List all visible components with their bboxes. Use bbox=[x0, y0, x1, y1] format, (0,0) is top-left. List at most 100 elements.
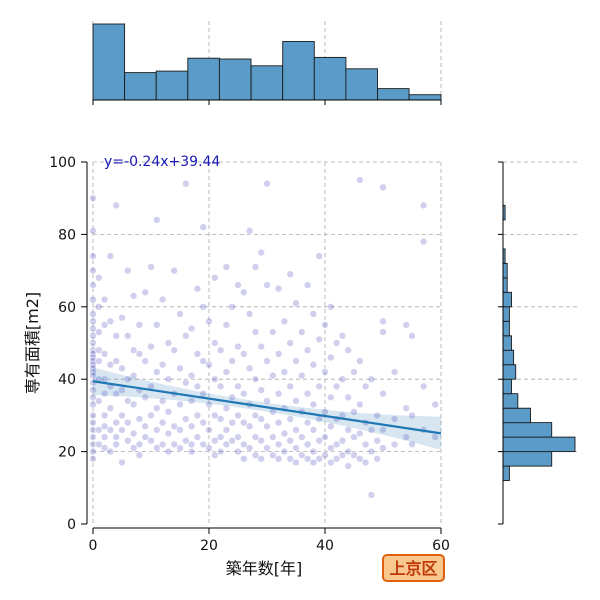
scatter-point bbox=[234, 447, 242, 456]
x-histogram-bar bbox=[187, 57, 220, 101]
scatter-point bbox=[216, 346, 225, 354]
scatter-point bbox=[89, 371, 97, 380]
scatter-point bbox=[222, 404, 231, 412]
scatter-point bbox=[245, 310, 254, 318]
scatter-point bbox=[228, 357, 236, 365]
scatter-point bbox=[176, 426, 184, 434]
scatter-point bbox=[245, 444, 254, 452]
scatter-point bbox=[257, 248, 265, 257]
scatter-point bbox=[228, 418, 236, 427]
scatter-point bbox=[303, 418, 312, 427]
scatter-point bbox=[89, 339, 97, 347]
scatter-point bbox=[298, 433, 306, 441]
scatter-point bbox=[89, 364, 97, 372]
scatter-point bbox=[89, 227, 97, 235]
scatter-point bbox=[118, 364, 126, 372]
scatter-point bbox=[286, 339, 294, 347]
y-histogram-bar bbox=[502, 364, 517, 380]
scatter-point bbox=[129, 400, 138, 409]
y-histogram-bar bbox=[502, 465, 510, 482]
scatter-point bbox=[112, 201, 120, 210]
scatter-point bbox=[100, 321, 109, 329]
scatter-point bbox=[106, 252, 115, 260]
scatter-point bbox=[153, 216, 161, 224]
scatter-point bbox=[356, 176, 364, 184]
scatter-point bbox=[112, 332, 120, 340]
scatter-point bbox=[153, 404, 161, 412]
scatter-point bbox=[286, 415, 294, 423]
scatter-point bbox=[147, 411, 155, 420]
scatter-point bbox=[118, 458, 126, 467]
scatter-point bbox=[100, 411, 109, 420]
scatter-point bbox=[193, 285, 202, 293]
scatter-point bbox=[309, 361, 318, 369]
scatter-point bbox=[95, 440, 103, 449]
scatter-point bbox=[106, 426, 115, 434]
y-histogram-bar bbox=[502, 436, 576, 453]
scatter-point bbox=[234, 411, 242, 420]
scatter-point bbox=[141, 288, 149, 296]
scatter-point bbox=[257, 415, 265, 423]
scatter-point bbox=[187, 440, 196, 449]
scatter-point bbox=[298, 371, 306, 380]
y-axis-label: 専有面積[m2] bbox=[23, 292, 42, 394]
y-histogram-bar bbox=[502, 451, 553, 467]
scatter-point bbox=[147, 437, 155, 445]
scatter-point bbox=[187, 371, 196, 380]
y-histogram-bar bbox=[502, 306, 510, 322]
regression-line bbox=[92, 380, 442, 435]
scatter-point bbox=[205, 426, 213, 434]
scatter-point bbox=[350, 408, 358, 416]
scatter-point bbox=[216, 415, 225, 423]
x-histogram-bar bbox=[313, 56, 347, 101]
scatter-point bbox=[257, 437, 265, 445]
scatter-point bbox=[309, 400, 318, 409]
scatter-point bbox=[286, 455, 294, 463]
scatter-point bbox=[89, 433, 97, 441]
scatter-point bbox=[95, 346, 103, 354]
scatter-point bbox=[361, 440, 370, 449]
x-histogram-bar bbox=[218, 58, 252, 101]
scatter-point bbox=[211, 339, 219, 347]
scatter-point bbox=[408, 411, 416, 420]
scatter-point bbox=[240, 390, 248, 398]
scatter-point bbox=[367, 491, 376, 499]
y-tick-label: 20 bbox=[58, 445, 76, 461]
scatter-point bbox=[344, 462, 352, 470]
scatter-point bbox=[286, 382, 294, 391]
scatter-point bbox=[379, 183, 387, 191]
x-histogram-bar bbox=[124, 72, 157, 101]
scatter-point bbox=[338, 437, 347, 445]
scatter-point bbox=[129, 371, 138, 380]
scatter-point bbox=[100, 444, 109, 452]
scatter-point bbox=[263, 281, 271, 289]
scatter-point bbox=[205, 317, 213, 325]
x-histogram-bar bbox=[377, 88, 410, 101]
x-histogram-bar bbox=[155, 70, 189, 101]
grid-lines bbox=[92, 161, 442, 524]
scatter-point bbox=[211, 411, 219, 420]
scatter-point bbox=[153, 444, 161, 452]
scatter-point bbox=[182, 332, 190, 340]
scatter-point bbox=[158, 361, 167, 369]
scatter-point bbox=[164, 375, 173, 383]
scatter-point bbox=[112, 418, 120, 427]
scatter-point bbox=[135, 415, 144, 423]
scatter-point bbox=[356, 429, 364, 438]
scatter-point bbox=[419, 201, 428, 210]
scatter-point bbox=[158, 418, 167, 427]
scatter-point bbox=[89, 440, 97, 449]
x-histogram-bar bbox=[250, 65, 284, 101]
scatter-point bbox=[112, 357, 120, 365]
scatter-point bbox=[187, 324, 196, 333]
scatter-point bbox=[350, 451, 358, 459]
scatter-point bbox=[89, 295, 97, 304]
scatter-point bbox=[356, 400, 364, 409]
y-tick-label: 100 bbox=[49, 155, 76, 171]
scatter-point bbox=[269, 328, 277, 336]
scatter-point bbox=[182, 379, 190, 387]
district-badge: 上京区 bbox=[382, 554, 445, 582]
scatter-point bbox=[164, 447, 173, 456]
scatter-point bbox=[124, 397, 132, 405]
